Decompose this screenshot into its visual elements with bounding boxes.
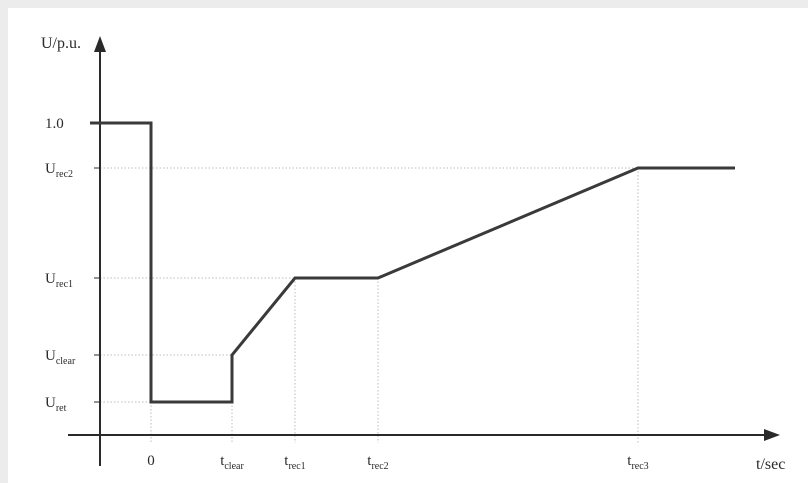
chart-frame: U/p.u. t/sec 1.0 Urec2 Urec1 Uclear Uret 0 tcl… [8,8,808,483]
labels: U/p.u. t/sec 1.0 Urec2 Urec1 Uclear Uret 0 tcl… [41,35,785,473]
y-axis-arrow [94,36,106,52]
y-tick-label-u1: 1.0 [45,116,64,132]
voltage-profile-chart: U/p.u. t/sec 1.0 Urec2 Urec1 Uclear Uret 0 tcl… [41,35,785,473]
x-axis-arrow [764,429,780,441]
y-tick-label-uret: Uret [45,395,67,414]
x-axis-label: t/sec [756,456,785,473]
x-tick-label-trec3: trec3 [627,453,648,472]
x-tick-label-t0: 0 [147,453,155,469]
reference-lines [100,167,639,443]
y-tick-label-urec2: Urec2 [45,161,73,180]
x-tick-label-trec2: trec2 [367,453,388,472]
x-tick-label-tclear: tclear [220,453,244,472]
y-tick-label-uclear: Uclear [45,348,76,367]
voltage-profile-line [90,121,735,404]
y-tick-label-urec1: Urec1 [45,271,73,290]
series [90,121,735,404]
axes [68,36,780,466]
y-axis-label: U/p.u. [41,35,81,52]
x-tick-label-trec1: trec1 [284,453,305,472]
